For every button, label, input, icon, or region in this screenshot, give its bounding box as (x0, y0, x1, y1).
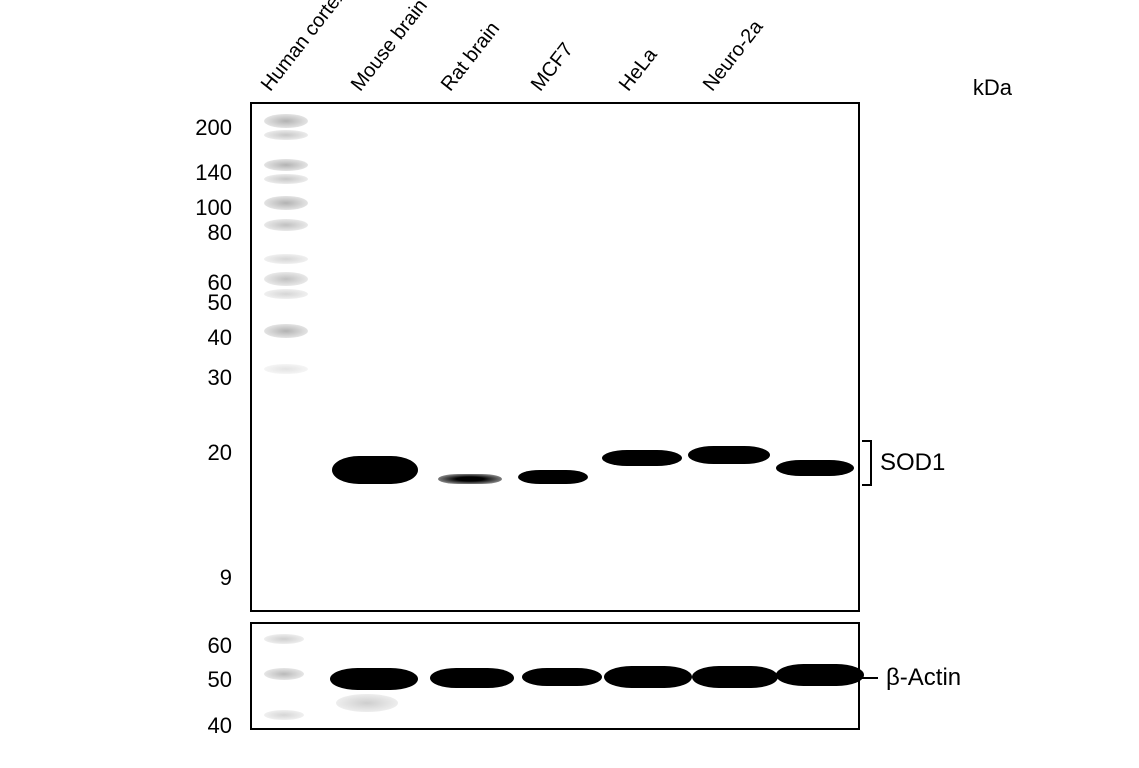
kda-tick: 200 (195, 115, 232, 141)
ladder-band (264, 364, 308, 374)
sod1-label: SOD1 (862, 440, 945, 486)
ladder-band (264, 130, 308, 140)
sod1-band (518, 470, 588, 484)
actin-smear (336, 694, 398, 712)
ladder-band (264, 174, 308, 184)
sod1-band (776, 460, 854, 476)
actin-blot-panel (250, 622, 860, 730)
lane-label: Human cortex (257, 0, 352, 96)
kda-unit-label: kDa (973, 75, 1012, 101)
ladder-band (264, 272, 308, 286)
sod1-blot-panel (250, 102, 860, 612)
kda-tick: 50 (208, 290, 232, 316)
kda-tick: 140 (195, 160, 232, 186)
actin-band (330, 668, 418, 690)
ladder-band (264, 219, 308, 231)
actin-band (692, 666, 778, 688)
actin-band (430, 668, 514, 688)
ladder-band (264, 159, 308, 171)
bracket-icon (862, 440, 872, 486)
sod1-band (688, 446, 770, 464)
kda-tick: 60 (208, 633, 232, 659)
kda-tick: 40 (208, 713, 232, 739)
lane-label: HeLa (615, 44, 663, 96)
kda-tick: 20 (208, 440, 232, 466)
ladder-band (264, 196, 308, 210)
actin-label: β-Actin (862, 664, 961, 692)
ladder-band (264, 254, 308, 264)
kda-tick: 30 (208, 365, 232, 391)
actin-band (522, 668, 602, 686)
kda-tick: 100 (195, 195, 232, 221)
kda-tick: 80 (208, 220, 232, 246)
actin-band (776, 664, 864, 686)
kda-tick: 50 (208, 667, 232, 693)
lane-label: Rat brain (437, 18, 505, 96)
ladder-band (264, 634, 304, 644)
lane-label: Mouse brain (347, 0, 433, 96)
sod1-label-text: SOD1 (880, 449, 945, 477)
actin-label-text: β-Actin (886, 664, 961, 692)
lane-label: Neuro-2a (699, 16, 768, 96)
lane-label: MCF7 (527, 39, 579, 96)
actin-band (604, 666, 692, 688)
sod1-band (602, 450, 682, 466)
western-blot-figure: kDa Human cortex Mouse brain Rat brain M… (120, 20, 1020, 750)
sod1-band (438, 474, 502, 484)
ladder-band (264, 289, 308, 299)
ladder-band (264, 710, 304, 720)
sod1-band (332, 456, 418, 484)
ladder-band (264, 668, 304, 680)
ladder-band (264, 324, 308, 338)
kda-tick: 9 (220, 565, 232, 591)
tick-icon (862, 677, 878, 679)
ladder-band (264, 114, 308, 128)
kda-tick: 40 (208, 325, 232, 351)
